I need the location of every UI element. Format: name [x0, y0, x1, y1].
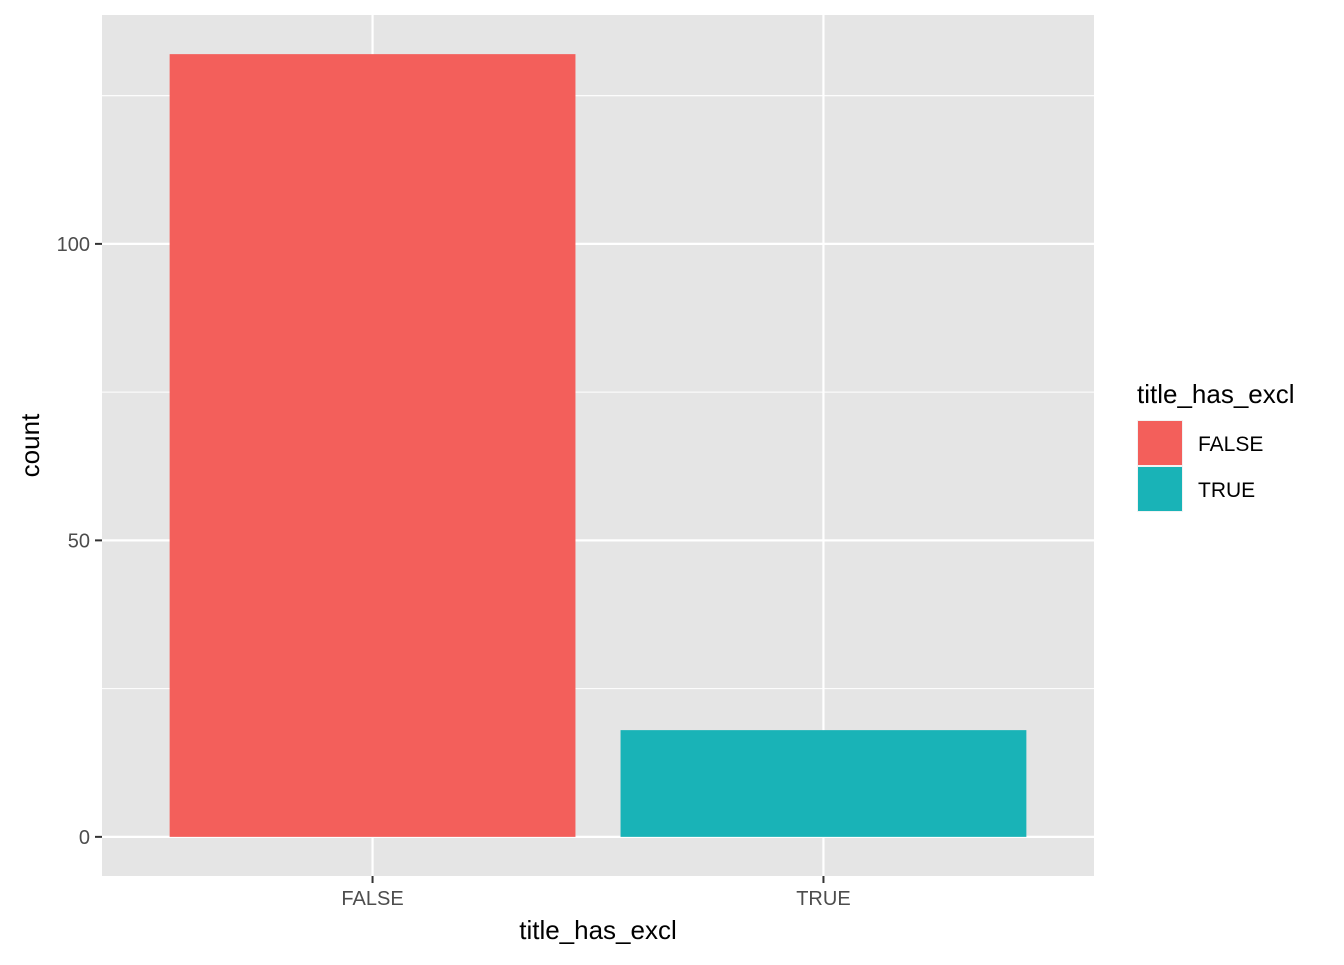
- legend-title: title_has_excl: [1137, 379, 1295, 409]
- y-axis: 0 50 100: [57, 234, 102, 849]
- legend-label-true: TRUE: [1198, 479, 1255, 502]
- x-axis-title: title_has_excl: [519, 915, 677, 945]
- x-tick-label: TRUE: [796, 888, 850, 910]
- y-tick-label: 0: [79, 827, 90, 849]
- legend-label-false: FALSE: [1198, 433, 1263, 456]
- x-axis: FALSE TRUE: [341, 876, 851, 910]
- legend: title_has_excl FALSE TRUE: [1137, 379, 1295, 512]
- y-axis-title: count: [15, 413, 45, 477]
- y-tick-label: 50: [68, 530, 90, 552]
- bar-false: [169, 54, 576, 837]
- legend-swatch-true: [1138, 467, 1182, 511]
- x-tick-label: FALSE: [341, 888, 403, 910]
- y-tick-label: 100: [57, 234, 90, 256]
- bars: [169, 54, 1027, 837]
- legend-swatch-false: [1138, 421, 1182, 465]
- legend-items: FALSE TRUE: [1137, 420, 1263, 512]
- bar-true: [620, 730, 1027, 837]
